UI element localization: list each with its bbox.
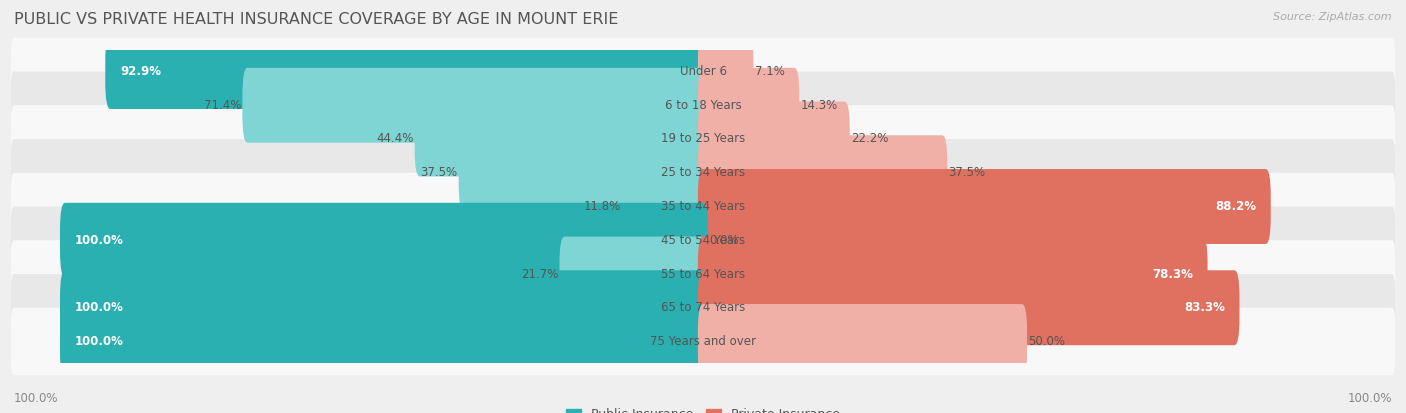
FancyBboxPatch shape [458,135,709,210]
FancyBboxPatch shape [697,270,1240,345]
FancyBboxPatch shape [11,38,1395,105]
FancyBboxPatch shape [697,34,754,109]
FancyBboxPatch shape [242,68,709,143]
FancyBboxPatch shape [11,173,1395,240]
Text: 71.4%: 71.4% [204,99,242,112]
Text: Source: ZipAtlas.com: Source: ZipAtlas.com [1274,12,1392,22]
Text: 45 to 54 Years: 45 to 54 Years [661,234,745,247]
Text: 14.3%: 14.3% [800,99,838,112]
Text: 100.0%: 100.0% [14,392,59,405]
Text: 0.0%: 0.0% [710,234,740,247]
Text: 37.5%: 37.5% [420,166,457,179]
Text: Under 6: Under 6 [679,65,727,78]
FancyBboxPatch shape [11,71,1395,139]
FancyBboxPatch shape [11,139,1395,206]
Text: 100.0%: 100.0% [75,335,124,348]
Text: 22.2%: 22.2% [851,133,889,145]
Text: 83.3%: 83.3% [1184,301,1225,314]
Text: 92.9%: 92.9% [120,65,160,78]
FancyBboxPatch shape [60,304,709,379]
Text: 6 to 18 Years: 6 to 18 Years [665,99,741,112]
FancyBboxPatch shape [697,304,1026,379]
Text: PUBLIC VS PRIVATE HEALTH INSURANCE COVERAGE BY AGE IN MOUNT ERIE: PUBLIC VS PRIVATE HEALTH INSURANCE COVER… [14,12,619,27]
FancyBboxPatch shape [60,203,709,278]
FancyBboxPatch shape [11,206,1395,274]
Text: 35 to 44 Years: 35 to 44 Years [661,200,745,213]
FancyBboxPatch shape [697,135,948,210]
FancyBboxPatch shape [11,274,1395,342]
Text: 21.7%: 21.7% [520,268,558,280]
FancyBboxPatch shape [60,270,709,345]
FancyBboxPatch shape [105,34,709,109]
FancyBboxPatch shape [11,105,1395,173]
FancyBboxPatch shape [560,237,709,311]
Text: 11.8%: 11.8% [583,200,621,213]
FancyBboxPatch shape [415,102,709,176]
FancyBboxPatch shape [697,102,849,176]
Text: 37.5%: 37.5% [949,166,986,179]
Text: 65 to 74 Years: 65 to 74 Years [661,301,745,314]
Text: 75 Years and over: 75 Years and over [650,335,756,348]
Text: 7.1%: 7.1% [755,65,785,78]
Legend: Public Insurance, Private Insurance: Public Insurance, Private Insurance [561,403,845,413]
Text: 44.4%: 44.4% [375,133,413,145]
FancyBboxPatch shape [697,68,800,143]
FancyBboxPatch shape [11,240,1395,308]
Text: 100.0%: 100.0% [75,301,124,314]
Text: 55 to 64 Years: 55 to 64 Years [661,268,745,280]
FancyBboxPatch shape [623,169,709,244]
Text: 100.0%: 100.0% [75,234,124,247]
Text: 25 to 34 Years: 25 to 34 Years [661,166,745,179]
FancyBboxPatch shape [697,169,1271,244]
Text: 100.0%: 100.0% [1347,392,1392,405]
Text: 78.3%: 78.3% [1152,268,1192,280]
Text: 50.0%: 50.0% [1028,335,1066,348]
Text: 19 to 25 Years: 19 to 25 Years [661,133,745,145]
Text: 88.2%: 88.2% [1215,200,1256,213]
FancyBboxPatch shape [11,308,1395,375]
FancyBboxPatch shape [697,237,1208,311]
